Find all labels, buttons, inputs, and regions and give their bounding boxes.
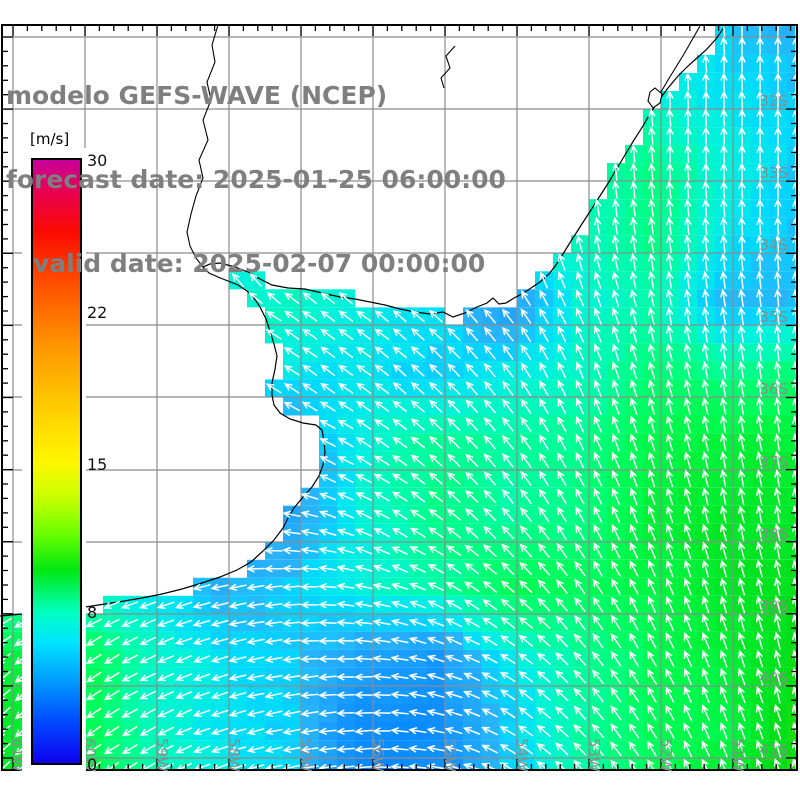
colorbar-tick-30: 30: [87, 151, 108, 170]
svg-text:55W: 55W: [441, 738, 459, 772]
map-title-block: modelo GEFS-WAVE (NCEP) forecast date: 2…: [6, 26, 506, 334]
svg-text:53W: 53W: [585, 738, 603, 772]
svg-text:41S: 41S: [759, 741, 788, 759]
svg-text:34S: 34S: [759, 236, 788, 254]
svg-text:37S: 37S: [759, 453, 788, 471]
colorbar-gradient: [31, 158, 82, 765]
svg-text:40S: 40S: [759, 669, 788, 687]
colorbar-tick-22: 22: [87, 303, 108, 322]
svg-text:35S: 35S: [759, 308, 788, 326]
svg-text:36S: 36S: [759, 380, 788, 398]
svg-text:57W: 57W: [297, 738, 315, 772]
svg-text:52W: 52W: [657, 738, 675, 772]
colorbar-tick-15: 15: [87, 455, 108, 474]
model-title: modelo GEFS-WAVE (NCEP): [6, 81, 388, 110]
valid-date: valid date: 2025-02-07 00:00:00: [33, 249, 486, 278]
svg-text:32S: 32S: [759, 92, 788, 110]
svg-text:54W: 54W: [513, 738, 531, 772]
svg-text:38S: 38S: [759, 525, 788, 543]
svg-text:39S: 39S: [759, 597, 788, 615]
svg-text:58W: 58W: [225, 738, 243, 772]
svg-text:56W: 56W: [369, 738, 387, 772]
colorbar-tick-0: 0: [87, 755, 98, 774]
colorbar-tick-8: 8: [87, 603, 98, 622]
svg-text:51W: 51W: [729, 738, 747, 772]
svg-text:33S: 33S: [759, 164, 788, 182]
forecast-date: forecast date: 2025-01-25 06:00:00: [6, 165, 506, 194]
svg-text:59W: 59W: [153, 738, 171, 772]
colorbar-unit-label: [m/s]: [30, 130, 70, 148]
